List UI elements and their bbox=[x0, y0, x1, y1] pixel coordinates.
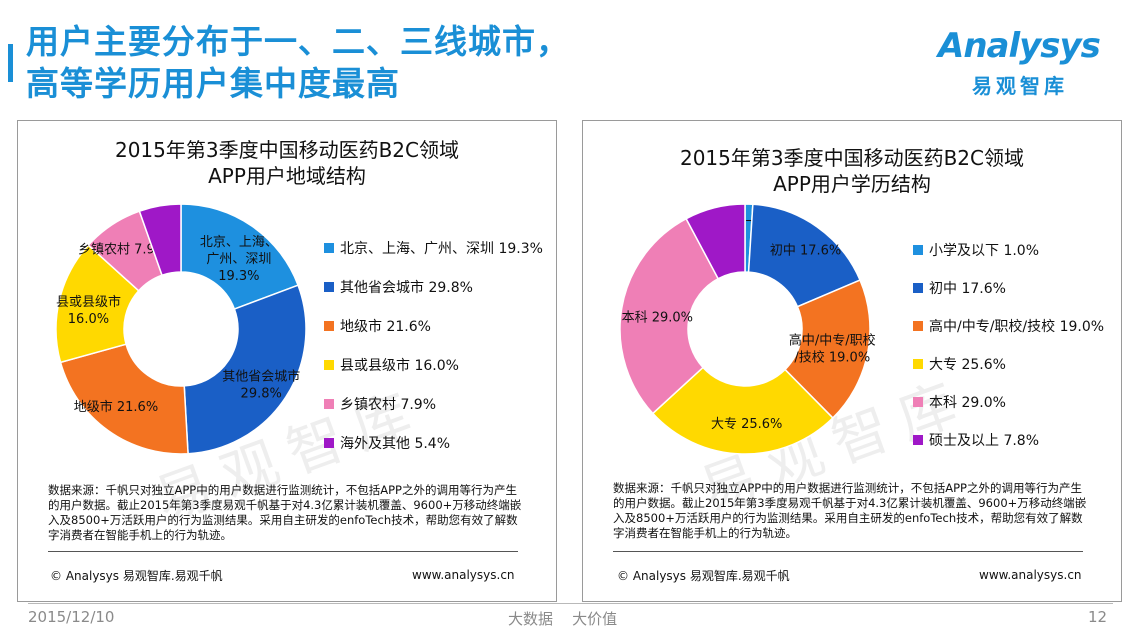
title-accent-bar bbox=[8, 44, 13, 82]
education-legend-item-1: 小学及以下 1.0% bbox=[913, 241, 1039, 261]
education-data-label-2: 初中 17.6% bbox=[770, 244, 841, 259]
region-data-label-3: 地级市 21.6% bbox=[74, 399, 158, 415]
footer-divider bbox=[28, 603, 1113, 604]
logo-wordmark: Analysys bbox=[938, 26, 1101, 66]
region-copyright: © Analysys 易观智库.易观千帆 bbox=[50, 569, 223, 583]
education-slice-3 bbox=[783, 279, 871, 420]
education-legend-swatch bbox=[913, 321, 923, 331]
education-copyright: © Analysys 易观智库.易观千帆 bbox=[617, 569, 790, 583]
education-legend-swatch bbox=[913, 245, 923, 255]
region-data-label-1: 北京、上海、广州、深圳 19.3% bbox=[200, 235, 278, 284]
region-legend-label: 乡镇农村 7.9% bbox=[340, 397, 437, 413]
region-legend-item-2: 其他省会城市 29.8% bbox=[324, 278, 473, 298]
education-legend-swatch bbox=[913, 435, 923, 445]
education-legend-label: 本科 29.0% bbox=[929, 395, 1006, 411]
education-slice-4 bbox=[651, 366, 834, 455]
footer-page-number: 12 bbox=[1088, 608, 1108, 626]
region-legend-label: 地级市 21.6% bbox=[340, 319, 431, 335]
education-chart-panel: 易观智库 2015年第3季度中国移动医药B2C领域 APP用户学历结构 小学及以… bbox=[582, 120, 1122, 602]
education-website-url: www.analysys.cn bbox=[979, 568, 1082, 582]
education-source-note: 数据来源：千帆只对独立APP中的用户数据进行监测统计，不包括APP之外的调用等行… bbox=[613, 481, 1087, 540]
education-legend-item-4: 大专 25.6% bbox=[913, 355, 1006, 375]
region-slice-3 bbox=[59, 343, 189, 455]
region-chart-title: 2015年第3季度中国移动医药B2C领域 bbox=[114, 138, 460, 162]
region-legend-swatch bbox=[324, 282, 334, 292]
education-legend-label: 硕士及以上 7.8% bbox=[929, 433, 1040, 449]
logo-subtitle: 易观智库 bbox=[972, 74, 1068, 98]
education-source-divider bbox=[613, 551, 1083, 552]
region-chart-subtitle: APP用户地域结构 bbox=[208, 164, 366, 188]
region-legend-label: 县或县级市 16.0% bbox=[340, 358, 459, 374]
education-legend-label: 高中/中专/职校/技校 19.0% bbox=[929, 319, 1105, 335]
region-legend-item-6: 海外及其他 5.4% bbox=[324, 434, 450, 454]
education-legend-label: 初中 17.6% bbox=[929, 281, 1006, 297]
region-legend-label: 北京、上海、广州、深圳 19.3% bbox=[340, 241, 543, 257]
education-chart-subtitle: APP用户学历结构 bbox=[773, 172, 931, 196]
footer-slogan: 大数据 大价值 bbox=[508, 610, 618, 628]
region-legend-swatch bbox=[324, 321, 334, 331]
region-data-label-2: 其他省会城市 29.8% bbox=[222, 369, 300, 402]
footer-date: 2015/12/10 bbox=[28, 608, 115, 626]
education-slice-6 bbox=[685, 203, 746, 280]
education-chart-title: 2015年第3季度中国移动医药B2C领域 bbox=[679, 146, 1025, 170]
education-legend-swatch bbox=[913, 359, 923, 369]
region-slice-1 bbox=[180, 203, 300, 310]
region-legend-label: 其他省会城市 29.8% bbox=[340, 280, 473, 296]
region-legend-item-5: 乡镇农村 7.9% bbox=[324, 395, 436, 415]
region-legend-item-3: 地级市 21.6% bbox=[324, 317, 431, 337]
region-slice-6 bbox=[138, 203, 182, 277]
education-legend-item-5: 本科 29.0% bbox=[913, 393, 1006, 413]
region-source-note: 数据来源：千帆只对独立APP中的用户数据进行监测统计，不包括APP之外的调用等行… bbox=[48, 483, 522, 542]
region-legend-item-4: 县或县级市 16.0% bbox=[324, 356, 459, 376]
region-legend-swatch bbox=[324, 438, 334, 448]
education-data-label-4: 大专 25.6% bbox=[711, 417, 782, 432]
region-legend-label: 海外及其他 5.4% bbox=[340, 436, 451, 452]
region-legend-swatch bbox=[324, 360, 334, 370]
education-data-label-5: 本科 29.0% bbox=[622, 311, 693, 326]
region-data-label-5: 乡镇农村 7.9% bbox=[78, 242, 167, 257]
education-legend-item-6: 硕士及以上 7.8% bbox=[913, 431, 1039, 451]
region-legend-swatch bbox=[324, 243, 334, 253]
region-website-url: www.analysys.cn bbox=[412, 568, 515, 582]
region-chart-panel: 易观智库 2015年第3季度中国移动医药B2C领域 APP用户地域结构 北京、上… bbox=[17, 120, 557, 602]
education-data-label-3: 高中/中专/职校/技校 19.0% bbox=[789, 333, 876, 366]
region-legend-swatch bbox=[324, 399, 334, 409]
education-slice-5 bbox=[619, 217, 720, 415]
headline-line-2: 高等学历用户集中度最高 bbox=[26, 64, 400, 103]
region-legend-item-1: 北京、上海、广州、深圳 19.3% bbox=[324, 239, 543, 259]
education-legend-swatch bbox=[913, 283, 923, 293]
region-donut-chart: 北京、上海、广州、深圳 19.3% 其他省会城市 29.8% 地级市 21.6% 县或县级… bbox=[55, 203, 307, 455]
education-legend-label: 大专 25.6% bbox=[929, 357, 1006, 373]
education-legend-swatch bbox=[913, 397, 923, 407]
education-legend-item-3: 高中/中专/职校/技校 19.0% bbox=[913, 317, 1104, 337]
headline-line-1: 用户主要分布于一、二、三线城市， bbox=[26, 22, 570, 61]
analysys-logo: Analysys 易观智库 bbox=[938, 26, 1108, 98]
education-legend-item-2: 初中 17.6% bbox=[913, 279, 1006, 299]
region-source-divider bbox=[48, 551, 518, 552]
education-legend-label: 小学及以下 1.0% bbox=[929, 243, 1040, 259]
region-slice-2 bbox=[183, 284, 307, 455]
region-data-label-4: 县或县级市 16.0% bbox=[56, 294, 121, 327]
